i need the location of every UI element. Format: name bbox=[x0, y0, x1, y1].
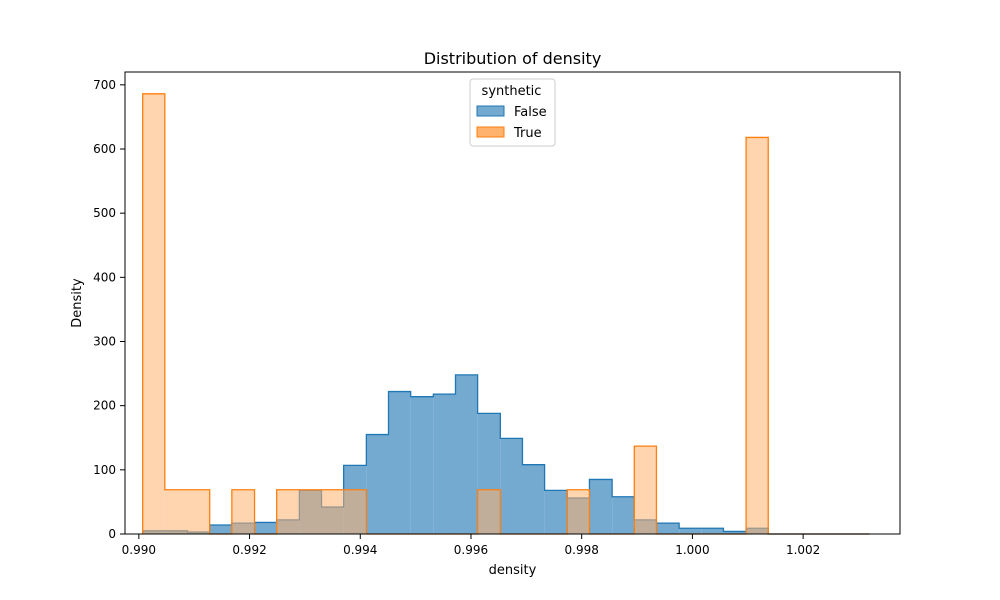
bar-true-7 bbox=[299, 489, 322, 534]
y-tick-label: 600 bbox=[93, 142, 116, 156]
y-axis-label: Density bbox=[70, 278, 85, 328]
x-tick-label: 0.998 bbox=[565, 543, 599, 557]
bar-false-25 bbox=[701, 528, 724, 534]
bar-false-18 bbox=[544, 490, 568, 534]
y-tick-label: 700 bbox=[93, 78, 116, 92]
bar-false-3 bbox=[209, 525, 232, 534]
bar-true-8 bbox=[321, 489, 344, 534]
legend-label-true: True bbox=[513, 126, 542, 141]
bar-false-10 bbox=[366, 434, 389, 534]
axes-frame bbox=[124, 71, 901, 535]
bar-true-15 bbox=[477, 489, 501, 534]
legend-entries: False True bbox=[476, 105, 547, 141]
y-tick-label: 300 bbox=[93, 335, 116, 349]
y-tick-label: 500 bbox=[93, 206, 116, 220]
y-tick-label: 0 bbox=[108, 527, 116, 541]
y-tick-label: 100 bbox=[93, 463, 116, 477]
bar-true-0 bbox=[142, 93, 165, 535]
legend-swatch-true bbox=[476, 126, 505, 138]
x-tick-label: 0.994 bbox=[343, 543, 377, 557]
bar-true-4 bbox=[231, 489, 255, 534]
bar-true-2 bbox=[187, 489, 210, 534]
axis-ticks: 0.990 0.992 0.994 0.996 0.998 1.000 1.002 0 100 2… bbox=[93, 78, 820, 557]
chart-title: Distribution of density bbox=[424, 49, 602, 68]
bar-false-14 bbox=[455, 374, 478, 534]
bar-true-9 bbox=[343, 489, 367, 534]
x-axis-label: density bbox=[489, 563, 537, 578]
bar-true-27 bbox=[746, 137, 769, 534]
bar-true-1 bbox=[164, 489, 188, 534]
legend-label-false: False bbox=[514, 105, 547, 120]
plot-area bbox=[142, 93, 870, 535]
y-tick-label: 200 bbox=[93, 399, 116, 413]
bar-false-26 bbox=[723, 531, 747, 534]
bar-false-16 bbox=[500, 438, 523, 534]
x-tick-label: 1.002 bbox=[786, 543, 820, 557]
bar-false-21 bbox=[612, 496, 635, 534]
bar-false-23 bbox=[656, 523, 680, 534]
bar-false-24 bbox=[679, 528, 702, 534]
bar-false-17 bbox=[522, 464, 545, 534]
legend-swatch-false bbox=[476, 105, 505, 117]
x-tick-label: 0.992 bbox=[232, 543, 266, 557]
y-tick-label: 400 bbox=[93, 270, 116, 284]
x-tick-label: 0.990 bbox=[122, 543, 156, 557]
bar-false-13 bbox=[433, 394, 456, 534]
series-true bbox=[142, 93, 870, 535]
bar-false-20 bbox=[589, 479, 613, 534]
bar-true-19 bbox=[567, 489, 590, 534]
x-tick-label: 1.000 bbox=[675, 543, 709, 557]
x-tick-label: 0.996 bbox=[454, 543, 488, 557]
bar-false-5 bbox=[254, 522, 277, 534]
legend: synthetic False True bbox=[469, 78, 556, 147]
legend-title: synthetic bbox=[482, 84, 542, 99]
bar-false-12 bbox=[410, 396, 434, 534]
bar-true-22 bbox=[634, 446, 657, 534]
bar-true-6 bbox=[276, 489, 300, 534]
bar-false-11 bbox=[388, 391, 411, 534]
